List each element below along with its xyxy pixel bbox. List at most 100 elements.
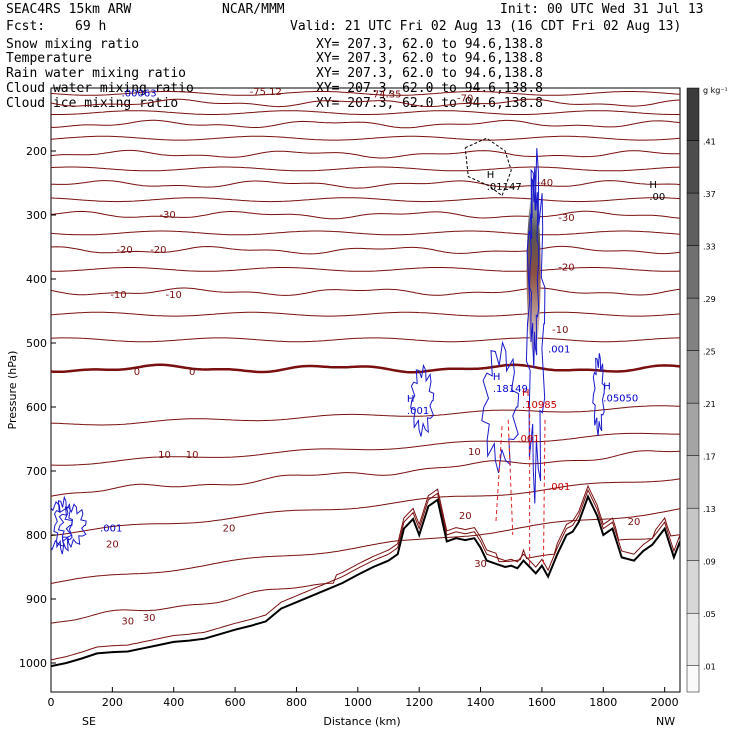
isotherm-line bbox=[51, 432, 680, 466]
isotherm-label: -40 bbox=[537, 178, 553, 189]
x-tick-label: 800 bbox=[286, 696, 307, 709]
isotherm-label: -20 bbox=[558, 262, 574, 273]
colorbar: .01 .05 .09 .13 .17 .21 .25 .29 .33 .37 .41 bbox=[686, 87, 716, 693]
isotherm-line bbox=[51, 363, 680, 374]
isotherm-line bbox=[51, 488, 680, 661]
field-xy-cloud-ice: XY= 207.3, 62.0 to 94.6,138.8 bbox=[316, 96, 543, 111]
cloud-water-contour bbox=[592, 353, 605, 437]
extremum-marker: H bbox=[407, 394, 415, 405]
colorbar-swatch bbox=[686, 560, 700, 614]
field-label-snow: Snow mixing ratio bbox=[6, 37, 139, 52]
colorbar-tick-label: .25 bbox=[703, 348, 716, 357]
colorbar-tick-label: .13 bbox=[703, 505, 716, 514]
isotherm-label: -30 bbox=[159, 210, 175, 221]
isotherm-line bbox=[51, 337, 680, 343]
cloud-water-contour bbox=[525, 148, 546, 504]
extremum-value: .05050 bbox=[603, 393, 638, 404]
y-tick-label: 500 bbox=[26, 337, 47, 350]
x-tick-label: 1400 bbox=[467, 696, 495, 709]
rain-water-contour bbox=[542, 419, 546, 564]
isotherm-line bbox=[51, 245, 680, 255]
field-xy-rain: XY= 207.3, 62.0 to 94.6,138.8 bbox=[316, 66, 543, 81]
isotherm-label: -10 bbox=[552, 325, 568, 336]
colorbar-tick-label: .05 bbox=[703, 610, 716, 619]
rain-water-contour bbox=[495, 426, 503, 523]
plot-frame bbox=[50, 87, 681, 693]
extremum-marker: H bbox=[522, 388, 530, 399]
extremum-value: .001 bbox=[407, 406, 429, 417]
isotherm-label: -20 bbox=[150, 245, 166, 256]
isotherm-label: 10 bbox=[468, 447, 481, 458]
isotherm-label: 0 bbox=[189, 367, 195, 378]
y-tick-label: 1000 bbox=[19, 657, 47, 670]
isotherm-line bbox=[51, 311, 680, 317]
isotherm-line bbox=[51, 197, 680, 203]
field-label-rain: Rain water mixing ratio bbox=[6, 66, 186, 81]
isotherm-line bbox=[51, 478, 680, 537]
colorbar-tick-label: .37 bbox=[703, 190, 716, 199]
colorbar-tick-label: .01 bbox=[703, 663, 716, 672]
y-tick-label: 200 bbox=[26, 145, 47, 158]
colorbar-swatch bbox=[686, 140, 700, 194]
colorbar-tick-label: .21 bbox=[703, 400, 716, 409]
isotherm-label: 20 bbox=[459, 511, 472, 522]
cloud-water-contour bbox=[53, 495, 73, 555]
isotherm-line bbox=[51, 287, 680, 296]
x-tick-label: 200 bbox=[102, 696, 123, 709]
extremum-value: .01147 bbox=[487, 182, 522, 193]
extremum-value: .10985 bbox=[522, 400, 557, 411]
isotherm-line bbox=[51, 267, 680, 272]
x-tick-label: 2000 bbox=[651, 696, 679, 709]
colorbar-swatch bbox=[686, 665, 700, 693]
header: SEAC4RS 15km ARW NCAR/MMM Init: 00 UTC W… bbox=[6, 2, 704, 34]
isotherm-label: 20 bbox=[223, 524, 236, 535]
y-tick-label: 400 bbox=[26, 273, 47, 286]
contour-labels: -75.12 -70 -74.35 -40 -30 -30 -20 -20 -20 -10 -10 -… bbox=[100, 87, 665, 627]
isotherm-label: -70 bbox=[457, 94, 473, 105]
y-axis-title: Pressure (hPa) bbox=[6, 351, 19, 430]
y-tick-label: 600 bbox=[26, 401, 47, 414]
isotherm-label: -75.12 bbox=[250, 87, 282, 98]
isotherm-line bbox=[51, 98, 680, 108]
colorbar-unit: g kg⁻¹ bbox=[703, 86, 728, 95]
isotherm-label: 0 bbox=[134, 367, 140, 378]
isotherm-label: 10 bbox=[186, 450, 199, 461]
extremum-marker: H bbox=[649, 180, 657, 191]
field-xy-snow: XY= 207.3, 62.0 to 94.6,138.8 bbox=[316, 37, 543, 52]
isotherm-label: 30 bbox=[474, 559, 487, 570]
colorbar-tick-label: .33 bbox=[703, 243, 716, 252]
colorbar-swatch bbox=[686, 87, 700, 141]
colorbar-tick-label: .17 bbox=[703, 453, 716, 462]
x-tick-label: 600 bbox=[225, 696, 246, 709]
axes: 0 200 400 600 800 1000 1200 1400 1600 1800 2000200… bbox=[19, 145, 679, 709]
colorbar-tick-label: .09 bbox=[703, 558, 716, 567]
isotherm-label: -10 bbox=[166, 290, 182, 301]
isotherm-line bbox=[51, 166, 680, 172]
x-tick-label: 400 bbox=[163, 696, 184, 709]
cloud-water-contour bbox=[529, 166, 540, 369]
isotherm-line bbox=[51, 450, 680, 497]
x-tick-label: 0 bbox=[48, 696, 55, 709]
colorbar-swatch bbox=[686, 612, 700, 666]
isotherm-label: 10 bbox=[158, 450, 171, 461]
isotherm-line bbox=[51, 110, 680, 115]
colorbar-swatch bbox=[686, 507, 700, 561]
fcst-label: Fcst: bbox=[6, 19, 45, 34]
contour-value-label: .001 bbox=[548, 482, 570, 493]
x-tick-label: 1800 bbox=[589, 696, 617, 709]
x-tick-label: 1200 bbox=[405, 696, 433, 709]
colorbar-swatch bbox=[686, 350, 700, 404]
contour-value-label: .001 bbox=[548, 344, 570, 355]
isotherm-line bbox=[51, 91, 680, 96]
x-axis-right-end: NW bbox=[656, 715, 675, 728]
isotherm-label: -30 bbox=[558, 213, 574, 224]
fcst-value: 69 h bbox=[75, 19, 106, 34]
contour-value-label: .00063 bbox=[122, 88, 157, 99]
cloud-water-contour bbox=[410, 363, 435, 437]
isotherm-label: -20 bbox=[116, 245, 132, 256]
extremum-value: .18149 bbox=[493, 384, 528, 395]
isotherm-line bbox=[51, 135, 680, 141]
extremum-marker: H bbox=[603, 381, 611, 392]
colorbar-tick-label: .29 bbox=[703, 295, 716, 304]
field-label-cloud-ice: Cloud ice mixing ratio bbox=[6, 96, 178, 111]
